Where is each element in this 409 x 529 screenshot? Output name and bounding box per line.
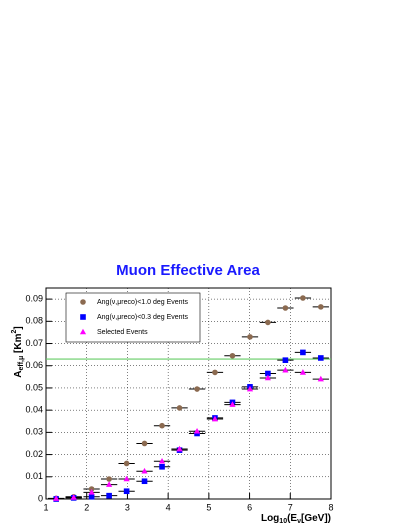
marker (141, 467, 148, 474)
marker (229, 401, 236, 407)
x-label-sub: ν (297, 518, 301, 525)
y-label-part: ] (13, 326, 24, 329)
marker (106, 492, 112, 499)
x-tick-label: 5 (206, 502, 211, 512)
y-tick-label: 0 (38, 493, 43, 503)
legend-label: Ang(ν,μreco)<0.3 deg Events (97, 314, 189, 321)
marker (88, 493, 95, 500)
marker (123, 475, 130, 482)
y-tick-label: 0.03 (25, 427, 43, 437)
marker (265, 370, 271, 377)
legend-label: Selected Events (97, 329, 148, 336)
legend-marker (80, 299, 86, 305)
y-tick-label: 0.01 (25, 471, 43, 481)
x-tick-label: 3 (125, 502, 130, 512)
legend-box (65, 292, 201, 343)
marker (265, 319, 271, 326)
y-tick-label: 0.08 (25, 316, 43, 326)
x-tick-label: 6 (247, 502, 252, 512)
marker (317, 375, 324, 382)
y-tick-label: 0.05 (25, 382, 43, 392)
marker (247, 334, 253, 340)
marker (123, 488, 130, 495)
marker (88, 486, 95, 492)
chart-title: Muon Effective Area (116, 262, 260, 279)
marker (141, 478, 148, 485)
x-label-part: (E (287, 513, 297, 524)
y-label-part: [Km (13, 333, 24, 353)
x-axis-label: Log10(Eν[GeV]) (261, 513, 331, 525)
marker (106, 476, 112, 482)
y-tick-label: 0.04 (25, 405, 43, 415)
legend-label: Ang(ν,μreco)<1.0 deg Events (97, 299, 189, 306)
y-tick-label: 0.07 (25, 338, 43, 348)
legend-marker (79, 328, 87, 335)
x-tick-label: 2 (84, 502, 89, 512)
y-tick-label: 0.09 (25, 293, 43, 303)
marker (159, 463, 165, 470)
marker (70, 494, 77, 500)
marker (211, 415, 219, 422)
marker (300, 349, 306, 356)
marker (299, 369, 307, 375)
marker (88, 489, 95, 495)
x-tick-label: 8 (328, 502, 333, 512)
marker (123, 460, 130, 467)
marker (212, 369, 218, 376)
marker (246, 385, 254, 392)
x-label-sub: 10 (279, 518, 287, 525)
y-label-sup: 2 (11, 329, 18, 333)
marker (229, 352, 236, 359)
marker (282, 366, 289, 373)
marker (264, 374, 271, 381)
marker (141, 440, 148, 447)
marker (194, 386, 200, 392)
x-label-part: [GeV]) (301, 513, 331, 524)
x-label-part: Log (261, 513, 279, 524)
x-tick-label: 1 (43, 502, 48, 512)
marker (159, 422, 165, 429)
y-tick-label: 0.02 (25, 449, 43, 459)
legend-marker (80, 314, 86, 320)
marker (106, 481, 113, 487)
y-tick-label: 0.06 (25, 360, 43, 370)
y-label-sub: eff,μ (18, 356, 25, 371)
y-axis-label: Aeff,μ [Km2] (11, 326, 25, 378)
marker (158, 457, 166, 464)
marker (318, 355, 324, 361)
marker (282, 357, 289, 363)
marker (193, 427, 201, 434)
marker (282, 305, 289, 311)
marker (300, 295, 306, 301)
x-tick-label: 4 (166, 502, 171, 512)
marker (53, 495, 60, 501)
marker (318, 304, 324, 310)
marker (176, 405, 183, 411)
x-tick-label: 7 (288, 502, 293, 512)
y-label-part: A (13, 371, 24, 378)
marker (176, 445, 183, 452)
